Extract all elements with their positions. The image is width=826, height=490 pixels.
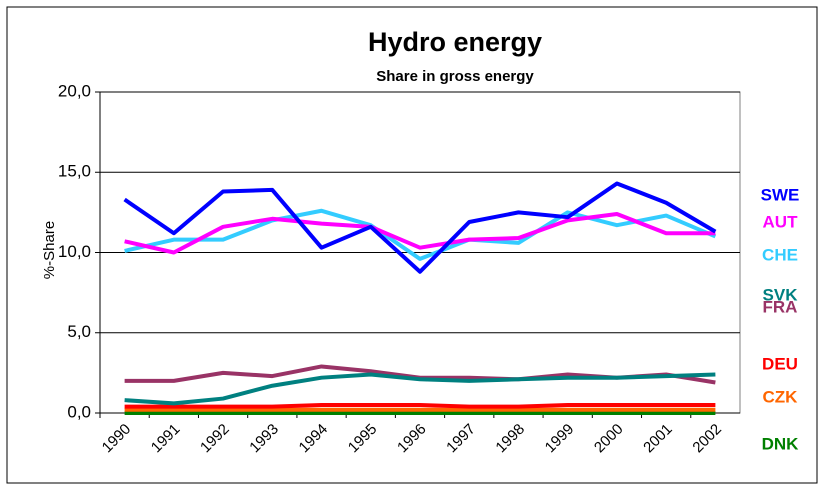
y-tick-label: 10,0 [58,242,91,261]
legend-label: CZK [763,387,799,406]
y-axis-label: %-Share [41,221,58,279]
legend-label: DEU [762,354,798,373]
series-line [124,402,716,409]
y-tick-label: 5,0 [67,322,91,341]
legend-label: DNK [762,434,800,453]
y-tick-label: 20,0 [58,81,91,100]
legend-label: CHE [762,245,798,264]
legend-label: SWE [761,185,800,204]
chart-subtitle: Share in gross energy [376,68,534,85]
series-line [124,211,716,255]
chart-title: Hydro energy [368,27,542,57]
legend-label: AUT [763,212,799,231]
series-line [124,372,716,406]
y-tick-label: 15,0 [58,162,91,181]
legend-label: SVK [763,285,799,304]
series-line [124,208,717,261]
series-line [123,181,717,274]
y-tick-label: 0,0 [67,402,91,421]
legend-label: FRA [763,297,798,316]
